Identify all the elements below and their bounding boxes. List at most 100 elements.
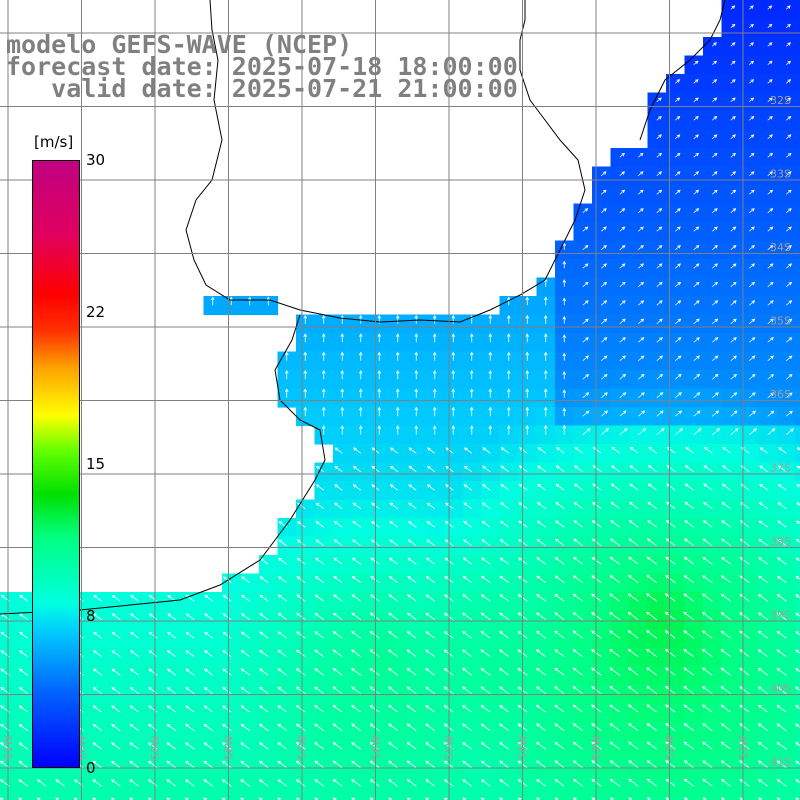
wind-arrow	[554, 778, 565, 787]
wind-arrow	[499, 575, 509, 584]
wind-cell	[240, 573, 260, 593]
wind-arrow	[600, 189, 607, 195]
wind-cell	[277, 629, 297, 649]
wind-cell	[333, 777, 353, 797]
wind-arrow	[535, 704, 546, 713]
wind-arrow	[646, 778, 657, 787]
wind-cell	[684, 499, 704, 519]
wind-arrow	[480, 575, 491, 584]
wind-arrow	[369, 612, 380, 621]
wind-arrow	[406, 668, 417, 676]
wind-arrow	[646, 723, 657, 732]
wind-cell	[758, 777, 778, 797]
wind-arrow	[129, 779, 139, 787]
wind-arrow	[369, 686, 380, 695]
wind-cell	[129, 721, 149, 741]
wind-arrow	[334, 502, 343, 510]
wind-arrow	[562, 352, 567, 361]
wind-arrow	[776, 704, 787, 713]
wind-arrow	[18, 742, 28, 750]
wind-arrow	[147, 760, 158, 769]
wind-cell	[795, 777, 800, 797]
wind-arrow	[591, 723, 602, 732]
wind-cell	[573, 296, 593, 316]
wind-arrow	[785, 318, 793, 325]
wind-cell	[795, 74, 800, 94]
wind-cell	[296, 518, 316, 538]
wind-cell	[407, 425, 427, 445]
wind-cell	[333, 481, 353, 501]
wind-cell	[703, 573, 723, 593]
wind-arrow	[582, 337, 589, 343]
wind-cell	[351, 499, 371, 519]
wind-arrow	[600, 355, 608, 362]
wind-cell	[758, 407, 778, 427]
wind-arrow	[462, 612, 472, 621]
wind-arrow	[340, 333, 345, 343]
wind-cell	[259, 647, 279, 667]
wind-cell	[573, 777, 593, 797]
wind-cell	[314, 481, 334, 501]
wind-cell	[629, 555, 649, 575]
wind-arrow	[730, 337, 737, 343]
wind-cell	[499, 444, 519, 464]
wind-arrow	[619, 208, 626, 214]
wind-cell	[111, 610, 131, 630]
wind-cell	[629, 259, 649, 279]
wind-arrow	[203, 687, 213, 695]
wind-cell	[795, 610, 800, 630]
wind-cell	[592, 592, 612, 612]
wind-cell	[481, 499, 501, 519]
wind-cell	[388, 407, 408, 427]
wind-arrow	[332, 779, 343, 787]
wind-arrow	[369, 779, 380, 787]
wind-cell	[240, 647, 260, 667]
wind-arrow	[693, 189, 700, 195]
wind-arrow	[535, 630, 546, 639]
wind-arrow	[720, 760, 731, 769]
wind-arrow	[785, 226, 792, 232]
wind-arrow	[693, 97, 699, 103]
wind-cell	[666, 222, 686, 242]
wind-arrow	[408, 447, 417, 454]
wind-arrow	[582, 428, 591, 436]
wind-cell	[647, 740, 667, 760]
wind-arrow	[463, 447, 472, 454]
wind-arrow	[711, 171, 718, 177]
wind-arrow	[767, 337, 774, 343]
wind-cell	[684, 259, 704, 279]
wind-cell	[573, 795, 593, 800]
wind-arrow	[739, 741, 750, 750]
wind-cell	[314, 592, 334, 612]
wind-arrow	[387, 649, 398, 658]
wind-arrow	[683, 630, 694, 639]
wind-cell	[703, 703, 723, 723]
wind-arrow	[499, 723, 509, 732]
wind-cell	[333, 536, 353, 556]
wind-cell	[351, 536, 371, 556]
wind-cell	[684, 481, 704, 501]
lat-label: 32S	[770, 94, 791, 107]
wind-arrow	[656, 97, 662, 103]
wind-arrow	[426, 539, 435, 547]
wind-cell	[129, 795, 149, 800]
wind-arrow	[407, 520, 417, 528]
wind-arrow	[498, 649, 509, 658]
wind-arrow	[777, 538, 787, 547]
wind-cell	[740, 555, 760, 575]
wind-cell	[703, 185, 723, 205]
wind-arrow	[445, 447, 454, 454]
wind-arrow	[739, 538, 750, 547]
wind-arrow	[321, 425, 326, 435]
wind-arrow	[757, 704, 768, 713]
wind-arrow	[535, 612, 546, 621]
wind-cell	[240, 740, 260, 760]
wind-arrow	[637, 244, 644, 251]
wind-cell	[795, 222, 800, 242]
wind-cell	[721, 296, 741, 316]
wind-arrow	[358, 351, 363, 361]
wind-cell	[777, 407, 797, 427]
wind-arrow	[795, 612, 800, 617]
wind-cell	[536, 592, 556, 612]
lat-label: 35S	[770, 315, 791, 328]
